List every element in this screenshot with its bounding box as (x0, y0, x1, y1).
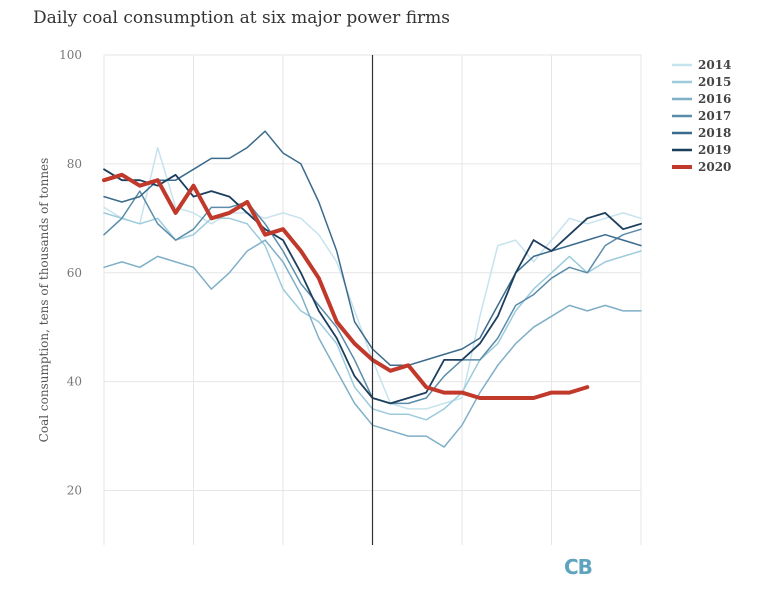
y-tick-labels: 20 40 60 80 100 (59, 48, 82, 498)
y-axis-title: Coal consumption, tens of thousands of t… (37, 158, 51, 443)
chart-title: Daily coal consumption at six major powe… (33, 8, 450, 28)
carbonbrief-logo: CB (564, 555, 593, 579)
legend-label-2015: 2015 (698, 75, 731, 89)
legend-label-2019: 2019 (698, 143, 731, 157)
y-tick-label: 60 (67, 266, 82, 280)
legend-label-2017: 2017 (698, 109, 731, 123)
legend-label-2020: 2020 (698, 160, 731, 174)
y-tick-label: 80 (67, 157, 82, 171)
legend-label-2016: 2016 (698, 92, 731, 106)
series-line-2020 (102, 172, 590, 400)
y-tick-label: 100 (59, 48, 82, 62)
legend-label-2014: 2014 (698, 58, 731, 72)
legend: 2014 2015 2016 2017 2018 2019 2020 (672, 58, 731, 174)
y-tick-label: 20 (67, 484, 82, 498)
y-tick-label: 40 (67, 375, 82, 389)
legend-label-2018: 2018 (698, 126, 731, 140)
